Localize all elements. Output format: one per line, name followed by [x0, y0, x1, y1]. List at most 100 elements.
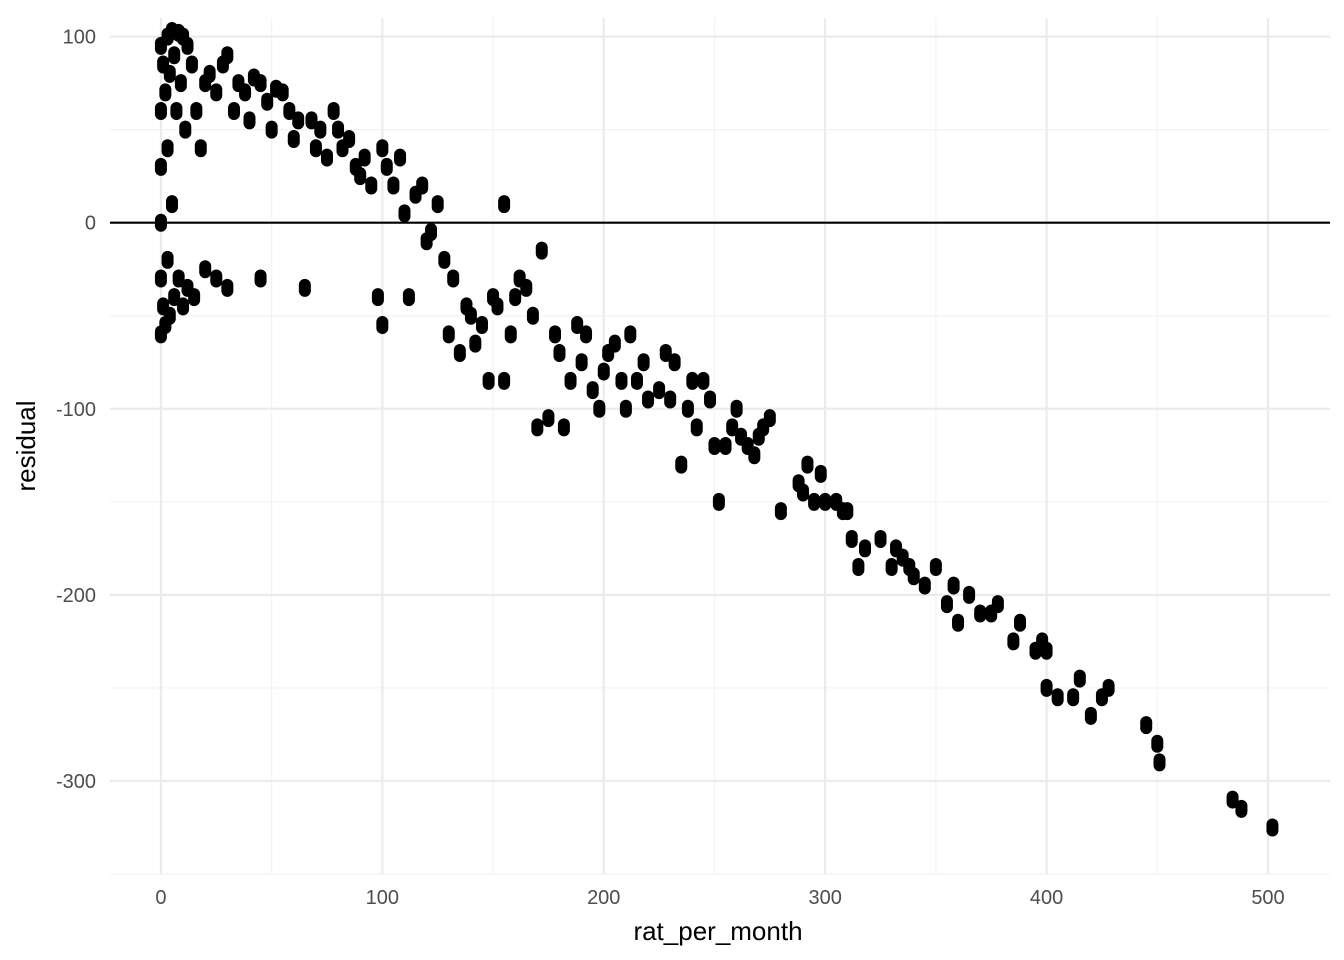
data-point	[1235, 799, 1248, 818]
data-point	[371, 288, 384, 307]
points-layer	[154, 22, 1279, 837]
data-point	[535, 241, 548, 260]
data-point	[464, 306, 477, 325]
y-tick-label: 100	[63, 27, 96, 49]
data-point	[365, 176, 378, 195]
data-point	[168, 46, 181, 65]
data-point	[154, 213, 167, 232]
data-point	[380, 157, 393, 176]
data-point	[624, 325, 637, 344]
data-point	[177, 297, 190, 316]
data-point	[1140, 716, 1153, 735]
data-point	[154, 102, 167, 121]
data-point	[431, 195, 444, 214]
data-point	[276, 83, 289, 102]
data-point	[542, 409, 555, 428]
data-point	[398, 204, 411, 223]
data-point	[918, 576, 931, 595]
data-point	[425, 223, 438, 241]
data-point	[170, 102, 183, 121]
data-point	[963, 585, 976, 604]
data-point	[586, 381, 599, 400]
data-point	[719, 437, 732, 455]
data-point	[885, 557, 898, 576]
data-point	[1007, 632, 1020, 651]
data-point	[1153, 753, 1166, 772]
data-point	[774, 502, 787, 521]
data-point	[161, 139, 174, 158]
data-point	[327, 102, 340, 121]
data-point	[442, 325, 455, 344]
data-point	[475, 316, 488, 335]
data-point	[298, 278, 311, 297]
data-point	[491, 297, 504, 316]
data-point	[210, 83, 223, 102]
data-point	[199, 260, 212, 279]
y-tick-label: -300	[56, 771, 96, 793]
data-point	[553, 343, 566, 362]
x-tick-label: 100	[366, 887, 399, 909]
data-point	[402, 288, 415, 307]
data-point	[991, 595, 1004, 614]
data-point	[763, 409, 776, 428]
data-point	[1040, 678, 1053, 697]
data-point	[664, 390, 677, 409]
data-point	[179, 120, 192, 139]
data-point	[320, 148, 333, 167]
data-point	[254, 269, 267, 288]
data-point	[564, 371, 577, 390]
data-point	[188, 288, 201, 307]
data-point	[1073, 669, 1086, 688]
data-point	[748, 446, 761, 465]
data-point	[387, 176, 400, 195]
data-point	[1067, 688, 1080, 707]
data-point	[163, 306, 176, 325]
data-point	[597, 362, 610, 381]
data-point	[947, 576, 960, 595]
data-point	[194, 139, 207, 158]
data-point	[797, 483, 810, 502]
data-point	[712, 492, 725, 511]
data-point	[154, 269, 167, 288]
data-point	[172, 269, 185, 288]
data-point	[1084, 706, 1097, 725]
x-tick-label: 200	[587, 887, 620, 909]
data-point	[482, 371, 495, 390]
data-point	[504, 325, 517, 344]
data-point	[704, 390, 717, 409]
data-point	[181, 36, 194, 55]
data-point	[845, 530, 858, 549]
data-point	[453, 343, 466, 362]
data-point	[165, 195, 178, 214]
data-point	[520, 278, 533, 297]
tick-label-layer: 0 100 200 300 400 500 100 0 -100 -200 -300	[56, 27, 1285, 909]
x-tick-label: 0	[155, 887, 166, 909]
data-point	[309, 139, 322, 158]
x-tick-label: 500	[1251, 887, 1284, 909]
data-point	[394, 148, 407, 167]
data-point	[974, 604, 987, 623]
data-point	[354, 167, 367, 186]
data-point	[859, 539, 872, 558]
data-point	[608, 334, 621, 353]
data-point	[161, 250, 174, 269]
data-point	[265, 120, 278, 139]
data-point	[659, 343, 672, 362]
data-point	[526, 306, 539, 325]
x-axis-title: rat_per_month	[633, 916, 802, 946]
data-point	[376, 139, 389, 158]
data-point	[292, 111, 305, 130]
data-point	[619, 399, 632, 418]
data-point	[642, 390, 655, 409]
data-point	[1151, 734, 1164, 753]
data-point	[163, 64, 176, 83]
data-point	[376, 316, 389, 335]
data-point	[159, 83, 172, 102]
data-point	[358, 148, 371, 167]
data-point	[637, 353, 650, 372]
data-point	[874, 530, 887, 549]
data-point	[653, 381, 666, 400]
y-tick-label: -100	[56, 399, 96, 421]
data-point	[174, 74, 187, 93]
